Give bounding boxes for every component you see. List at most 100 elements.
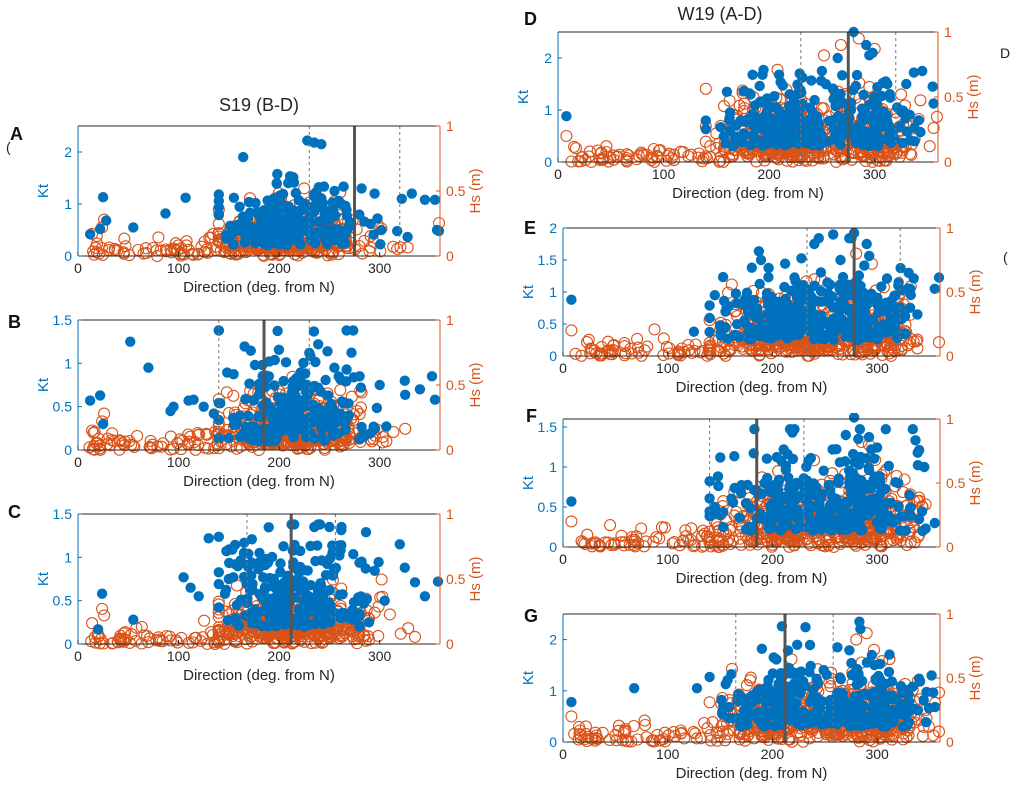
kt-point bbox=[324, 521, 335, 533]
kt-point bbox=[828, 229, 839, 240]
hs-point bbox=[635, 522, 648, 535]
hs-point bbox=[230, 636, 243, 649]
hs-point bbox=[314, 629, 327, 642]
hs-point bbox=[164, 430, 177, 443]
kt-point bbox=[315, 580, 327, 592]
y-axis-label-hs: Hs (m) bbox=[467, 363, 484, 408]
hs-point bbox=[118, 232, 131, 245]
kt-point bbox=[704, 312, 715, 324]
y-tick-label-left: 1 bbox=[64, 196, 72, 212]
kt-point bbox=[402, 231, 413, 243]
hs-point bbox=[103, 241, 116, 254]
hs-point bbox=[164, 243, 177, 256]
hs-point bbox=[168, 243, 181, 256]
kt-point bbox=[813, 119, 824, 131]
kt-point bbox=[741, 287, 753, 298]
hs-point bbox=[725, 278, 738, 291]
kt-point bbox=[198, 401, 209, 412]
kt-point bbox=[329, 185, 340, 197]
kt-point bbox=[426, 371, 438, 382]
kt-point bbox=[321, 232, 333, 243]
kt-point bbox=[213, 531, 224, 542]
kt-point bbox=[767, 132, 778, 143]
hs-point bbox=[350, 637, 364, 650]
kt-point bbox=[248, 395, 259, 406]
kt-point bbox=[250, 197, 261, 209]
hs-point bbox=[191, 248, 204, 261]
kt-point bbox=[731, 319, 743, 330]
hs-point bbox=[394, 627, 407, 640]
hs-point bbox=[852, 32, 865, 45]
kt-point bbox=[721, 86, 733, 98]
kt-point bbox=[862, 320, 873, 332]
kt-point bbox=[400, 389, 411, 400]
hs-point bbox=[135, 620, 148, 634]
panel-label-a: A bbox=[10, 124, 23, 144]
kt-point bbox=[892, 332, 903, 344]
x-tick-label: 100 bbox=[167, 648, 191, 664]
kt-point bbox=[233, 224, 245, 236]
kt-point bbox=[309, 380, 320, 392]
kt-point bbox=[101, 215, 112, 226]
hs-point bbox=[819, 534, 832, 547]
hs-point bbox=[844, 348, 857, 361]
hs-point bbox=[93, 247, 106, 260]
hs-point bbox=[699, 135, 712, 148]
y-tick-label-left: 0 bbox=[64, 248, 72, 264]
y-tick-label-right: 0.5 bbox=[446, 183, 466, 199]
hs-point bbox=[364, 241, 377, 254]
kt-point bbox=[269, 380, 280, 391]
kt-point bbox=[256, 620, 268, 632]
hs-point bbox=[834, 38, 847, 52]
kt-point bbox=[841, 303, 852, 314]
kt-point bbox=[316, 139, 327, 150]
hs-point bbox=[276, 631, 289, 644]
kt-point bbox=[828, 123, 839, 134]
hs-point bbox=[727, 534, 740, 547]
kt-point bbox=[893, 277, 904, 288]
kt-point bbox=[128, 614, 139, 625]
kt-point bbox=[730, 288, 742, 299]
scatter-marks bbox=[85, 519, 444, 650]
hs-point bbox=[194, 634, 207, 648]
kt-point bbox=[238, 151, 249, 163]
hs-point bbox=[630, 530, 643, 543]
kt-point bbox=[432, 576, 444, 587]
hs-point bbox=[908, 536, 921, 549]
hs-point bbox=[631, 341, 645, 354]
hs-point bbox=[156, 437, 170, 450]
kt-point bbox=[873, 121, 885, 132]
hs-point bbox=[151, 440, 164, 453]
hs-point bbox=[347, 633, 361, 646]
x-tick-label: 300 bbox=[865, 360, 889, 376]
x-tick-label: 100 bbox=[167, 260, 191, 276]
hs-point bbox=[143, 440, 156, 454]
kt-point bbox=[835, 254, 846, 266]
hs-point bbox=[622, 149, 635, 162]
hs-point bbox=[736, 342, 749, 355]
hs-point bbox=[692, 151, 705, 164]
hs-point bbox=[699, 82, 712, 95]
kt-point bbox=[354, 621, 365, 632]
kt-point bbox=[748, 295, 759, 306]
panel-label-e: E bbox=[524, 218, 536, 238]
kt-point bbox=[789, 272, 800, 283]
panel-label-c: C bbox=[8, 502, 21, 522]
kt-point bbox=[270, 610, 281, 621]
kt-point bbox=[305, 580, 316, 591]
kt-point bbox=[360, 527, 372, 538]
hs-point bbox=[815, 102, 828, 115]
hs-point bbox=[932, 336, 946, 349]
kt-point bbox=[763, 262, 774, 274]
kt-point bbox=[901, 78, 912, 90]
y-tick-label-left: 1.5 bbox=[538, 252, 558, 268]
x-tick-label: 200 bbox=[757, 166, 781, 182]
kt-point bbox=[368, 229, 379, 240]
kt-point bbox=[290, 187, 301, 199]
kt-point bbox=[84, 229, 96, 240]
kt-point bbox=[688, 326, 700, 337]
hs-point bbox=[850, 247, 863, 260]
kt-point bbox=[933, 272, 945, 283]
kt-point bbox=[835, 139, 846, 150]
hs-point bbox=[86, 617, 99, 630]
